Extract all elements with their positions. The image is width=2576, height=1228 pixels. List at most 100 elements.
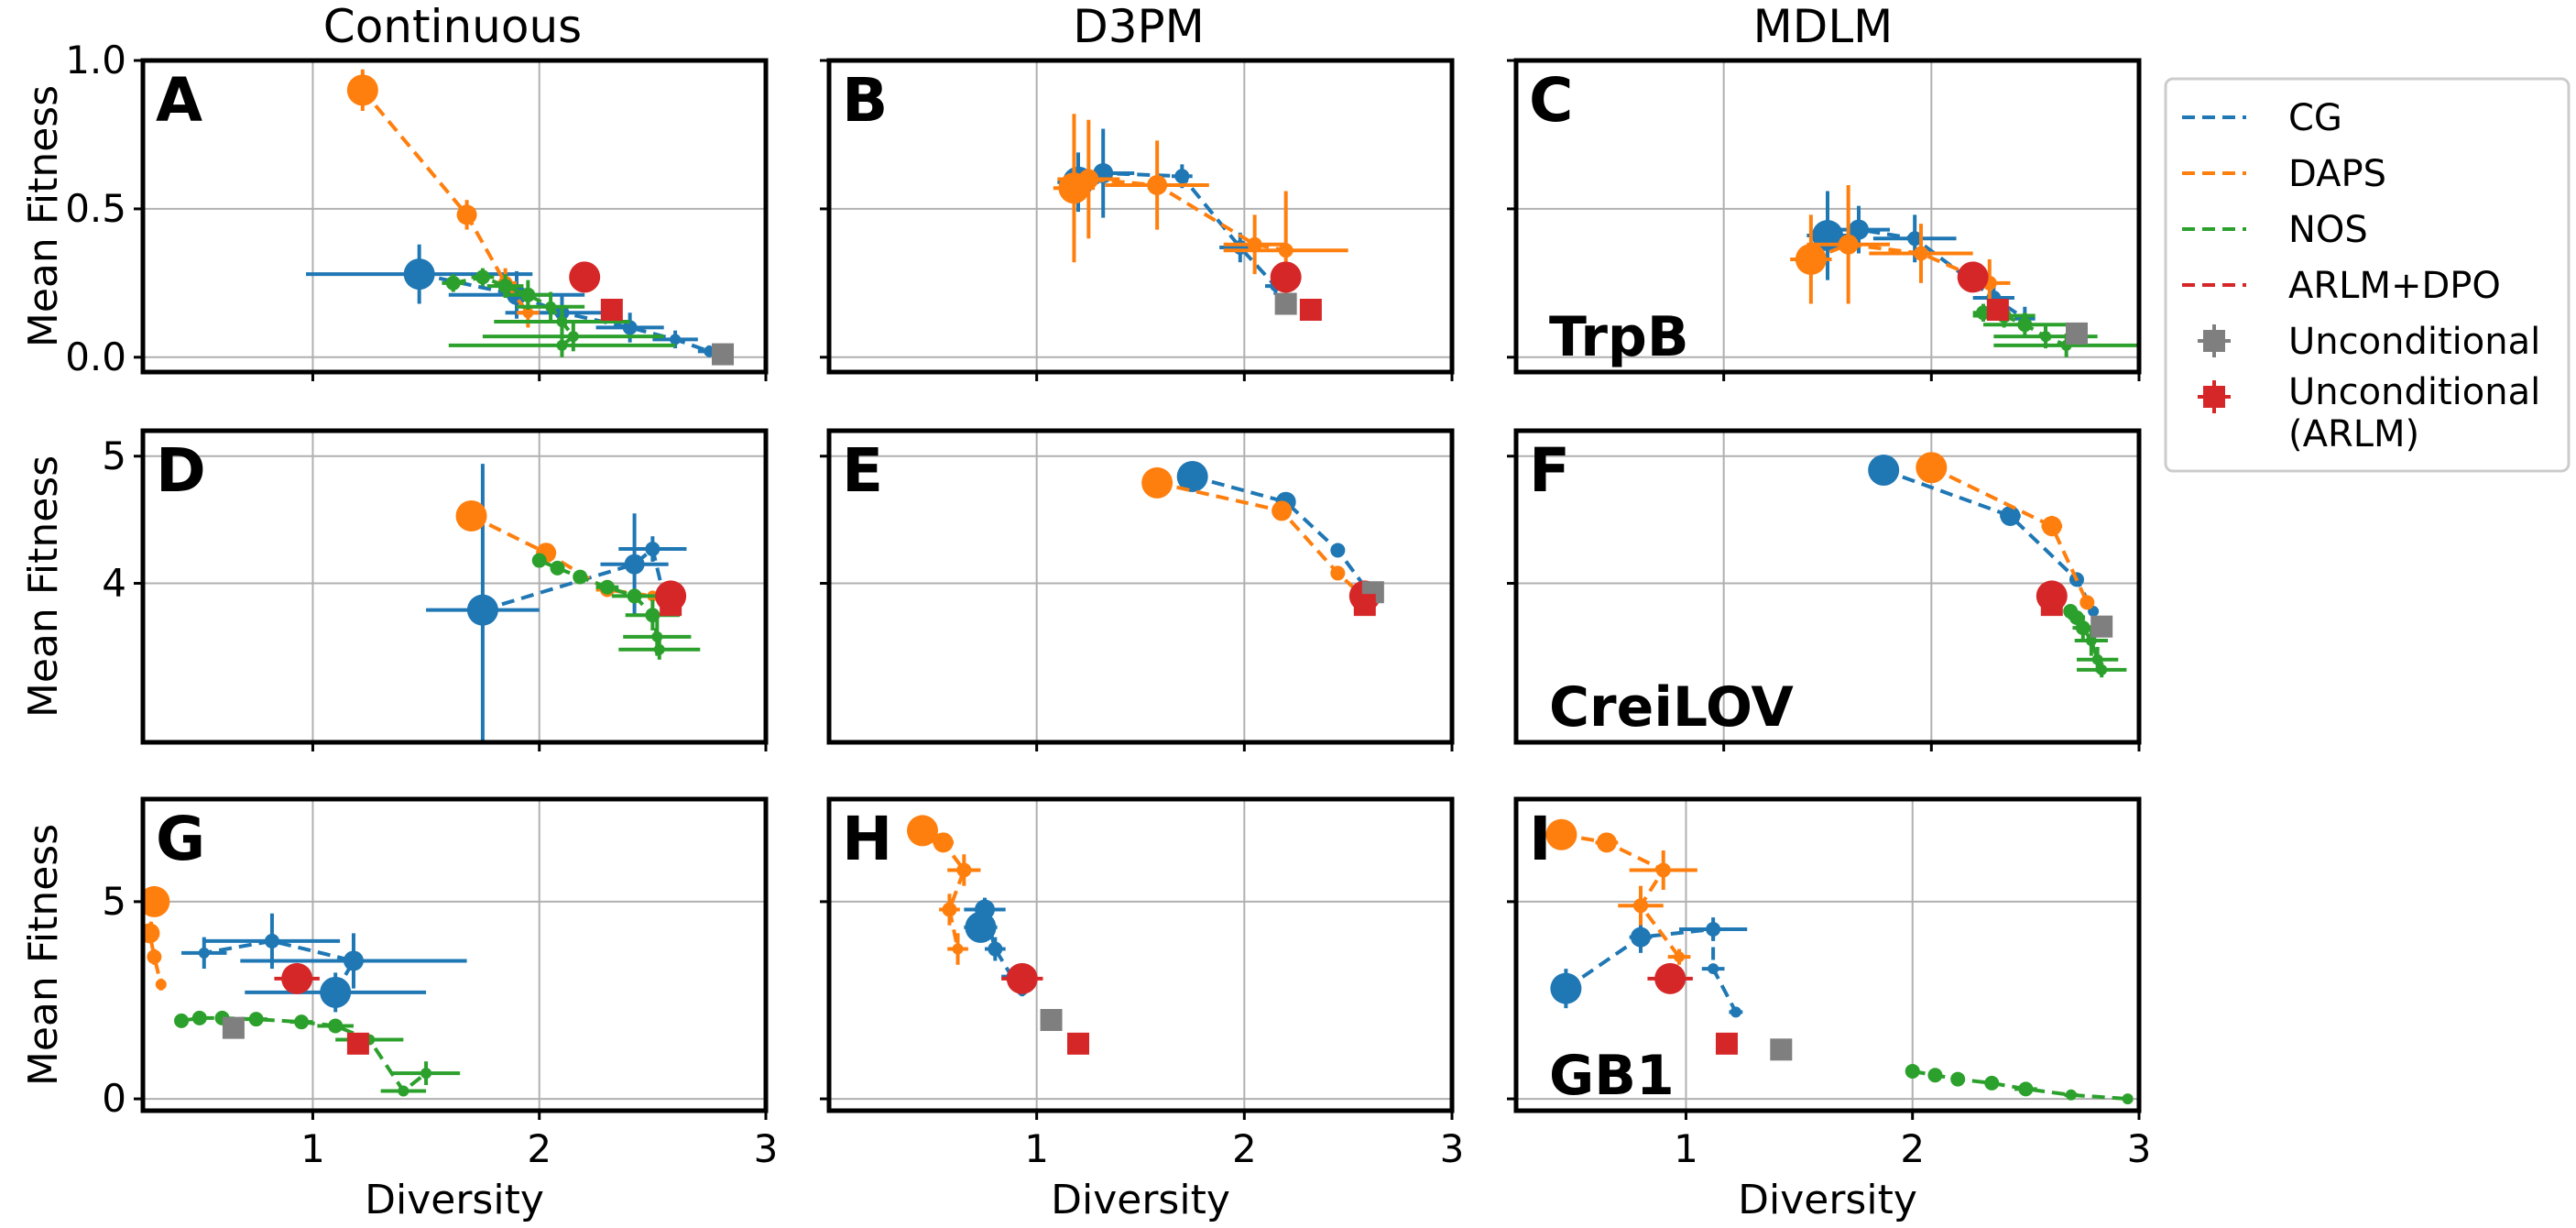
data-point <box>645 542 660 557</box>
series-daps <box>143 885 170 991</box>
data-point <box>1950 1071 1966 1087</box>
data-point <box>456 204 477 225</box>
data-point <box>455 499 487 532</box>
series-unconditional <box>2090 615 2113 638</box>
data-point <box>670 334 682 345</box>
legend-label-line: CG <box>2288 97 2342 139</box>
series-daps <box>1053 114 1348 310</box>
data-point <box>1674 951 1686 963</box>
series-unconditional-arlm <box>1715 1032 1738 1055</box>
axes-frame <box>140 796 769 1113</box>
series-nos <box>174 1010 461 1097</box>
legend-label: CG <box>2288 97 2342 139</box>
data-point <box>1631 926 1651 948</box>
plot-area <box>1141 460 1384 617</box>
series-unconditional-arlm <box>660 594 682 617</box>
data-point <box>1708 963 1719 975</box>
data-point <box>1957 261 1989 293</box>
data-point <box>2096 663 2108 675</box>
data-point-square <box>2090 615 2113 638</box>
data-point <box>2085 634 2097 646</box>
data-point <box>1795 243 1827 275</box>
data-point-square <box>1040 1009 1063 1032</box>
data-point <box>1270 261 1302 293</box>
data-point <box>497 279 513 294</box>
axes-frame <box>826 428 1455 745</box>
data-point <box>281 962 313 994</box>
data-point <box>522 307 534 319</box>
x-tick-label: 3 <box>2127 1126 2152 1171</box>
y-tick-label: 1.0 <box>65 38 126 82</box>
data-point <box>2065 1089 2077 1101</box>
series-line <box>470 514 653 598</box>
data-point <box>466 594 498 626</box>
data-point <box>1176 460 1208 492</box>
panel-C: C TrpB <box>1507 58 2142 381</box>
data-point-square <box>1274 292 1297 315</box>
series-cg <box>181 913 467 1013</box>
series-arlm-dpo <box>1270 261 1302 293</box>
x-axis-label: Diversity <box>1738 1177 1917 1223</box>
data-point <box>531 553 547 568</box>
x-tick-label: 3 <box>1440 1126 1465 1171</box>
data-point <box>1905 1063 1920 1079</box>
series-line <box>453 275 576 347</box>
data-point <box>933 832 954 853</box>
data-point-square <box>2040 594 2063 617</box>
data-point <box>403 258 435 291</box>
column-title-d3pm: D3PM <box>1073 0 1205 53</box>
x-tick-label: 1 <box>300 1126 325 1171</box>
series-line <box>1156 480 1360 594</box>
data-point <box>1078 169 1099 190</box>
data-point <box>294 1014 310 1030</box>
data-point <box>1330 543 1346 558</box>
data-point <box>1838 234 1859 255</box>
legend-label: NOS <box>2288 209 2368 251</box>
legend-label-line: Unconditional <box>2288 371 2540 413</box>
data-point <box>1984 1075 2000 1091</box>
dataset-label: CreiLOV <box>1549 675 1794 740</box>
data-point <box>475 269 490 285</box>
data-point <box>2040 331 2051 343</box>
data-point <box>550 560 565 576</box>
legend-label: ARLM+DPO <box>2288 265 2501 307</box>
data-point <box>174 1013 190 1028</box>
series-arlm-dpo <box>1647 962 1693 994</box>
data-point <box>1655 862 1671 878</box>
data-point <box>2075 620 2090 636</box>
series-line <box>1077 170 1277 288</box>
plot-area <box>426 464 701 742</box>
plot-area <box>907 815 1089 1055</box>
y-tick-label: 5 <box>102 433 126 478</box>
data-point <box>1006 962 1038 994</box>
data-point <box>1914 246 1928 261</box>
plot-area <box>306 69 735 366</box>
y-axis-label: Mean Fitness <box>20 85 67 347</box>
legend-item-arlm-dpo: ARLM+DPO <box>2182 265 2501 307</box>
series-unconditional <box>1770 1038 1793 1061</box>
data-point-square <box>1353 594 1376 617</box>
series-line <box>482 545 666 612</box>
series-unconditional <box>222 1016 245 1039</box>
data-point <box>143 885 170 917</box>
panel-letter: A <box>156 65 202 136</box>
panel-letter: G <box>156 804 205 874</box>
y-axis-label: Mean Fitness <box>20 455 67 718</box>
plot-area <box>1868 452 2127 678</box>
data-point <box>975 899 995 920</box>
data-point <box>1232 240 1248 255</box>
data-point <box>653 643 665 655</box>
panel-B: B <box>820 58 1455 381</box>
panel-letter: D <box>156 435 206 506</box>
series-arlm-dpo <box>274 962 320 994</box>
data-point <box>556 339 568 351</box>
axes-frame <box>826 58 1455 375</box>
legend-label: DAPS <box>2288 153 2386 195</box>
x-tick-label: 3 <box>754 1126 779 1171</box>
data-point <box>624 554 645 575</box>
data-point <box>343 950 364 971</box>
data-point <box>567 331 579 343</box>
panel-G: 0 5 1 2 3 Mean Fitness Diversity G <box>20 796 779 1223</box>
dataset-label: GB1 <box>1549 1044 1675 1108</box>
series-nos <box>2063 604 2127 678</box>
